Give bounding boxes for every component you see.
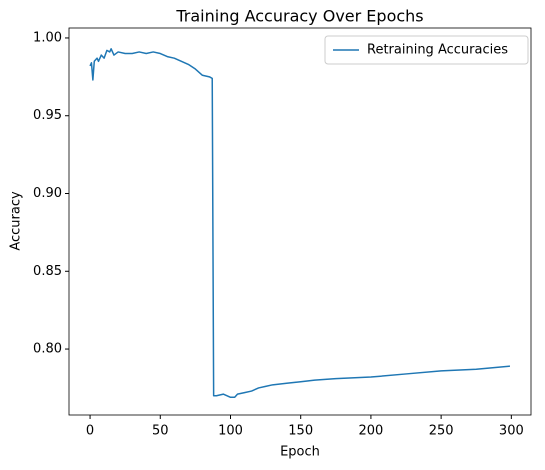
x-tick-label: 300 — [499, 424, 524, 439]
x-axis-label: Epoch — [280, 445, 320, 460]
y-tick-label: 1.00 — [33, 30, 62, 45]
legend-box — [324, 35, 529, 65]
y-tick-label: 0.90 — [33, 186, 62, 201]
x-tick-label: 50 — [152, 424, 169, 439]
x-tick-label: 100 — [218, 424, 243, 439]
chart-title: Training Accuracy Over Epochs — [175, 7, 423, 26]
y-axis-label: Accuracy — [9, 191, 24, 251]
x-tick-label: 0 — [86, 424, 94, 439]
data-line — [89, 48, 511, 399]
y-tick-label: 0.85 — [33, 264, 62, 279]
y-tick-label: 0.95 — [33, 108, 62, 123]
x-tick-label: 200 — [359, 424, 384, 439]
legend-label: Retraining Accuracies — [367, 43, 508, 58]
plot-frame — [68, 27, 532, 416]
x-tick-label: 250 — [429, 424, 454, 439]
x-tick-label: 150 — [288, 424, 313, 439]
y-tick-label: 0.80 — [33, 342, 62, 357]
